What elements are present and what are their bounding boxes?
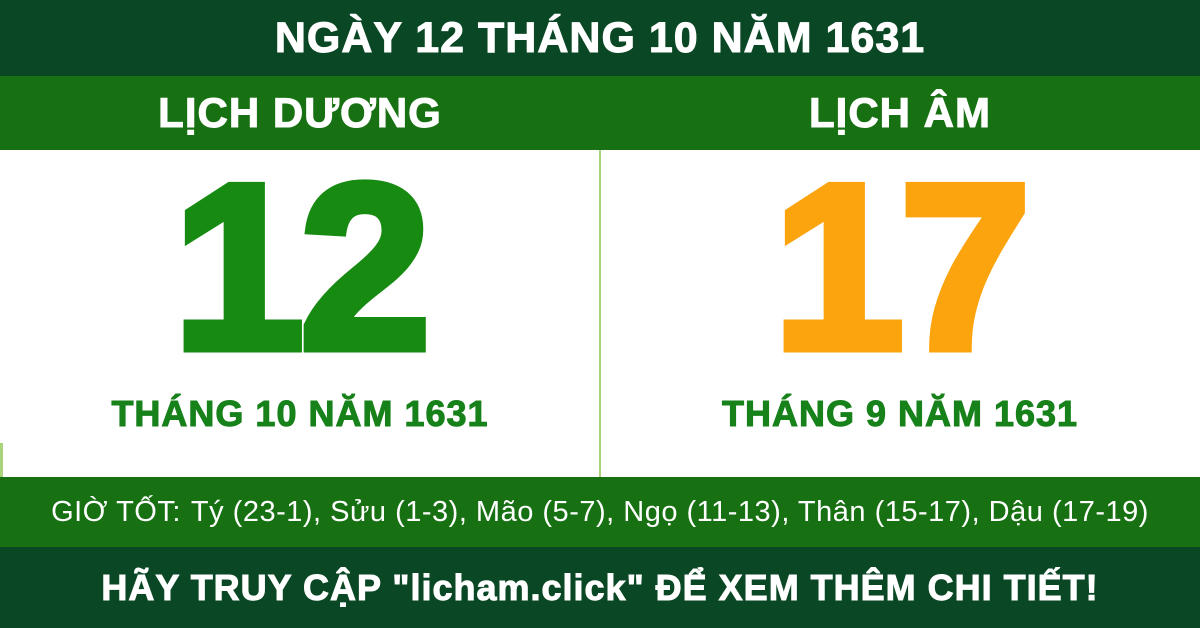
solar-panel: 12 THÁNG 10 NĂM 1631 (0, 131, 600, 477)
solar-month-year-label: THÁNG 10 NĂM 1631 (111, 393, 489, 435)
good-hours-label: GIỜ TỐT: (51, 495, 181, 528)
calendar-type-bar: LỊCH DƯƠNG LỊCH ÂM (0, 76, 1200, 150)
lunar-day-number: 17 (769, 131, 1035, 403)
left-edge-accent (0, 443, 3, 477)
date-header-bar: NGÀY 12 THÁNG 10 NĂM 1631 (0, 0, 1200, 76)
full-date-title: NGÀY 12 THÁNG 10 NĂM 1631 (274, 13, 926, 62)
calendar-body: 12 THÁNG 10 NĂM 1631 17 THÁNG 9 NĂM 1631 (0, 131, 1200, 477)
lunar-calendar-heading: LỊCH ÂM (809, 89, 991, 137)
column-divider-line (599, 150, 601, 477)
good-hours-list: Tý (23-1), Sửu (1-3), Mão (5-7), Ngọ (11… (190, 495, 1149, 528)
footer-bar: HÃY TRUY CẬP "licham.click" ĐỂ XEM THÊM … (0, 547, 1200, 628)
footer-message: HÃY TRUY CẬP "licham.click" ĐỂ XEM THÊM … (101, 566, 1099, 608)
lunar-month-year-label: THÁNG 9 NĂM 1631 (721, 393, 1079, 435)
lunar-panel: 17 THÁNG 9 NĂM 1631 (600, 131, 1200, 477)
solar-day-number: 12 (169, 131, 435, 403)
good-hours-bar: GIỜ TỐT: Tý (23-1), Sửu (1-3), Mão (5-7)… (0, 477, 1200, 547)
solar-calendar-heading: LỊCH DƯƠNG (158, 89, 442, 137)
